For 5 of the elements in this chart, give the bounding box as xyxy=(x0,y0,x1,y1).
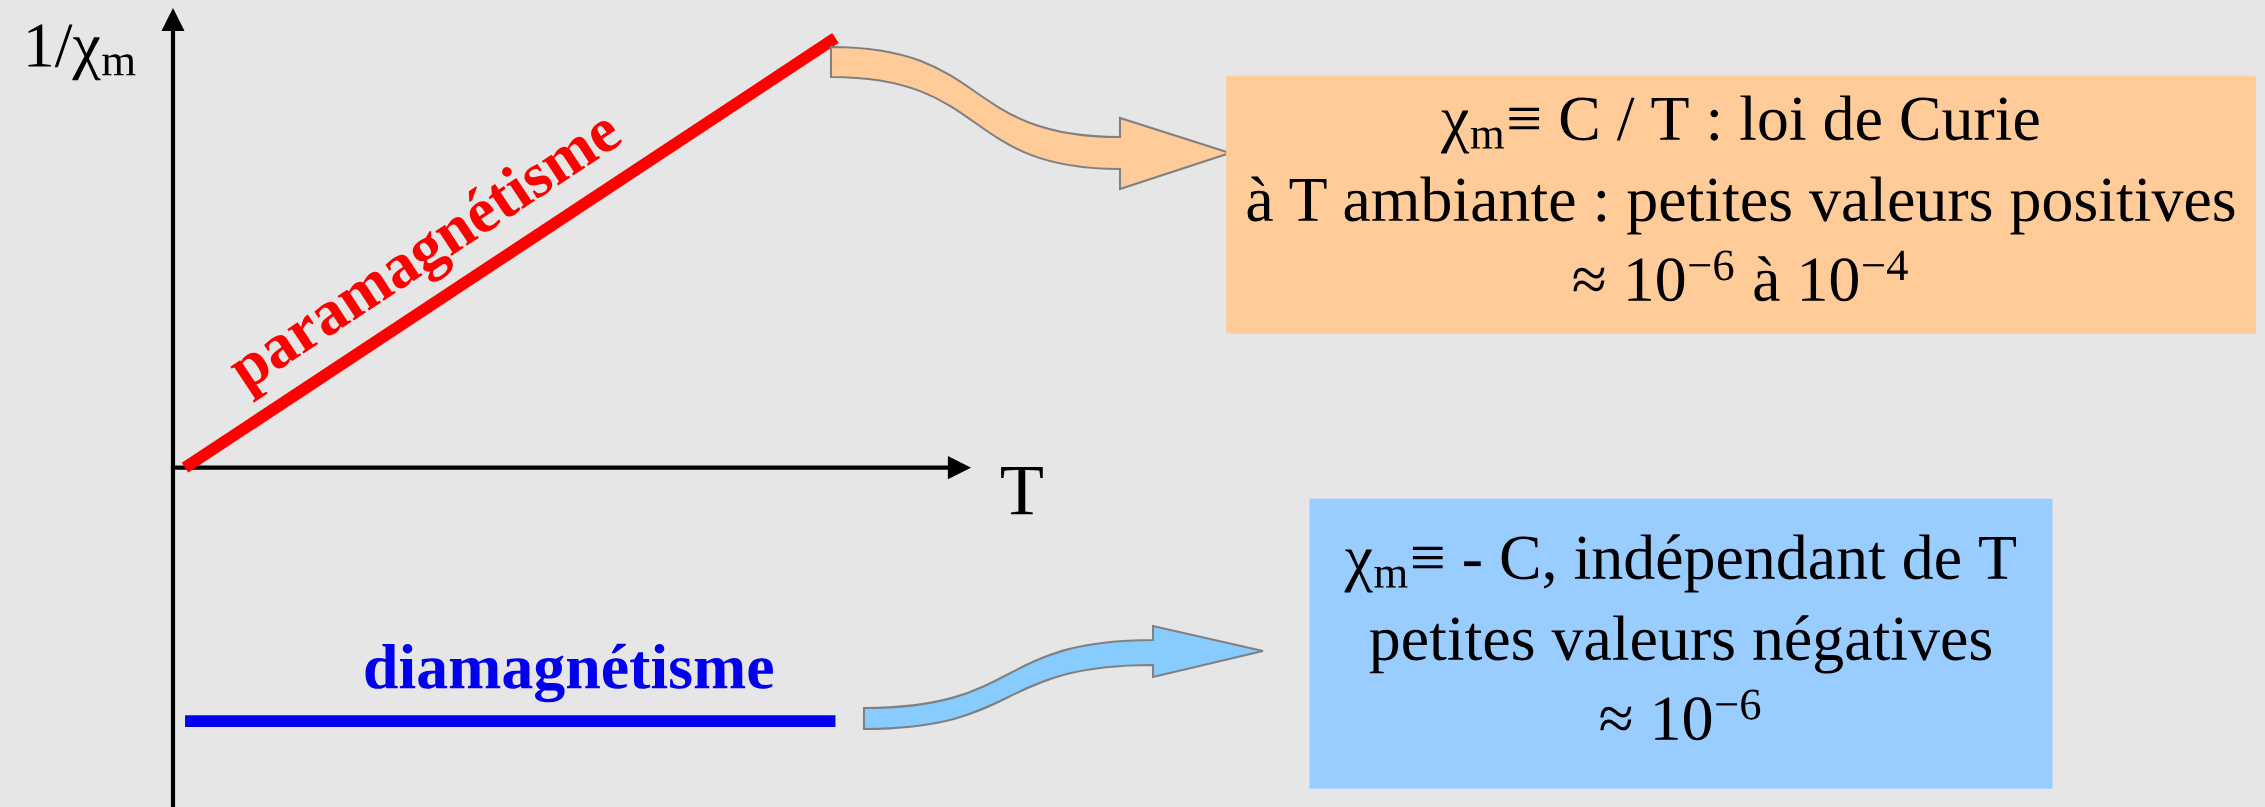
series-label: diamagnétisme xyxy=(365,643,773,703)
x-axis-title: T xyxy=(1001,466,1043,515)
text: χ$_{m}$≡ - C, indépendant de T petites valeurs négatives ≈ 10$^{−6}$ xyxy=(1344,534,2016,741)
text: χ$_{m}$≡ C / T : loi de Curie à T ambiante : petites valeurs positives ≈ 10$^{−6}$ à 10$^{−4}$ xyxy=(1247,95,2235,302)
y-axis-title: 1/χ$_{m}$ xyxy=(28,24,136,81)
